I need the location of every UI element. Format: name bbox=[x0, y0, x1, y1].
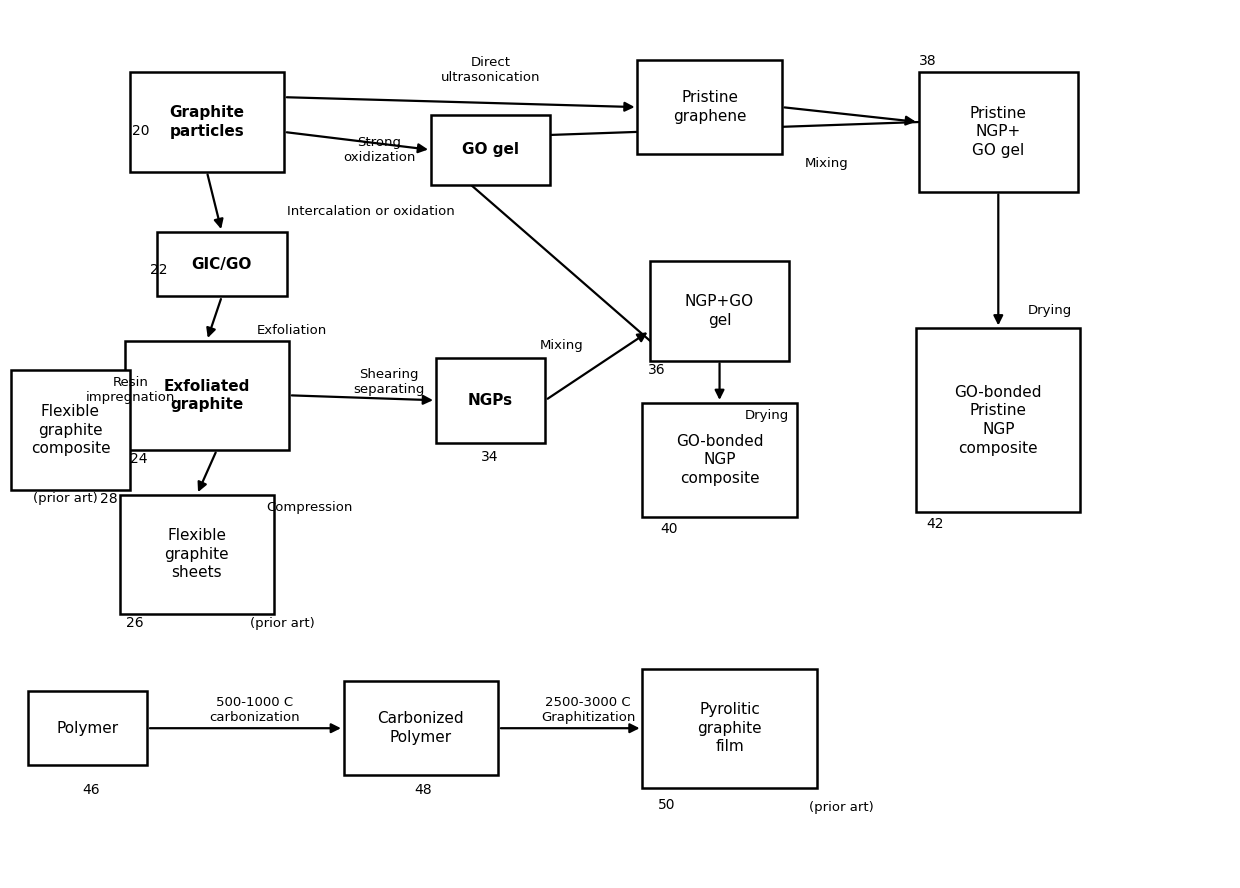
Text: Exfoliation: Exfoliation bbox=[257, 324, 327, 337]
Text: (prior art): (prior art) bbox=[249, 617, 315, 630]
Text: Shearing
separating: Shearing separating bbox=[353, 369, 425, 396]
Text: 40: 40 bbox=[660, 521, 677, 535]
Text: Drying: Drying bbox=[1028, 305, 1073, 317]
Bar bbox=[435, 358, 546, 442]
Text: 28: 28 bbox=[100, 492, 118, 505]
Bar bbox=[430, 115, 551, 185]
Bar bbox=[157, 232, 286, 297]
Text: GO gel: GO gel bbox=[463, 142, 520, 157]
Text: Flexible
graphite
sheets: Flexible graphite sheets bbox=[165, 528, 229, 581]
Text: Pristine
graphene: Pristine graphene bbox=[673, 91, 746, 124]
Text: Polymer: Polymer bbox=[56, 721, 119, 736]
Text: 38: 38 bbox=[919, 54, 936, 68]
Text: 42: 42 bbox=[926, 517, 944, 530]
Text: Graphite
particles: Graphite particles bbox=[170, 105, 244, 139]
Bar bbox=[120, 495, 274, 614]
Bar bbox=[642, 403, 797, 517]
Text: NGP+GO
gel: NGP+GO gel bbox=[684, 294, 754, 328]
Text: Direct
ultrasonication: Direct ultrasonication bbox=[441, 56, 541, 84]
Text: Resin
impregnation: Resin impregnation bbox=[86, 377, 175, 404]
Text: 50: 50 bbox=[658, 797, 676, 812]
Bar bbox=[130, 72, 284, 171]
Text: 26: 26 bbox=[126, 616, 144, 630]
Text: Compression: Compression bbox=[267, 501, 353, 514]
Text: Mixing: Mixing bbox=[539, 339, 583, 353]
Text: 46: 46 bbox=[82, 783, 100, 797]
Bar bbox=[650, 261, 789, 361]
Text: (prior art): (prior art) bbox=[32, 492, 98, 504]
Text: Intercalation or oxidation: Intercalation or oxidation bbox=[286, 205, 454, 218]
Text: GO-bonded
NGP
composite: GO-bonded NGP composite bbox=[676, 434, 764, 486]
Text: 20: 20 bbox=[133, 124, 150, 138]
Text: 22: 22 bbox=[150, 263, 167, 277]
Text: NGPs: NGPs bbox=[467, 392, 513, 408]
Text: 48: 48 bbox=[414, 783, 432, 797]
Bar bbox=[919, 72, 1078, 192]
Text: Pristine
NGP+
GO gel: Pristine NGP+ GO gel bbox=[970, 106, 1027, 158]
Bar bbox=[637, 59, 781, 155]
Text: Drying: Drying bbox=[744, 408, 789, 422]
Text: Carbonized
Polymer: Carbonized Polymer bbox=[378, 711, 464, 745]
Text: 500-1000 C
carbonization: 500-1000 C carbonization bbox=[210, 696, 300, 725]
Bar bbox=[343, 681, 498, 775]
Text: Pyrolitic
graphite
film: Pyrolitic graphite film bbox=[697, 702, 761, 754]
Text: 34: 34 bbox=[481, 450, 498, 464]
Text: 24: 24 bbox=[130, 452, 148, 466]
Text: (prior art): (prior art) bbox=[810, 801, 874, 813]
Text: GIC/GO: GIC/GO bbox=[192, 257, 252, 272]
Text: Strong
oxidization: Strong oxidization bbox=[343, 136, 415, 164]
Text: Flexible
graphite
composite: Flexible graphite composite bbox=[31, 404, 110, 456]
Text: GO-bonded
Pristine
NGP
composite: GO-bonded Pristine NGP composite bbox=[955, 385, 1042, 456]
Bar bbox=[916, 329, 1080, 512]
Bar bbox=[125, 341, 289, 450]
Text: 2500-3000 C
Graphitization: 2500-3000 C Graphitization bbox=[541, 696, 635, 725]
Text: Mixing: Mixing bbox=[805, 157, 849, 170]
Text: Exfoliated
graphite: Exfoliated graphite bbox=[164, 378, 250, 412]
Text: 36: 36 bbox=[647, 362, 666, 377]
Bar bbox=[11, 370, 130, 489]
Bar bbox=[642, 669, 817, 788]
Bar bbox=[27, 691, 148, 765]
